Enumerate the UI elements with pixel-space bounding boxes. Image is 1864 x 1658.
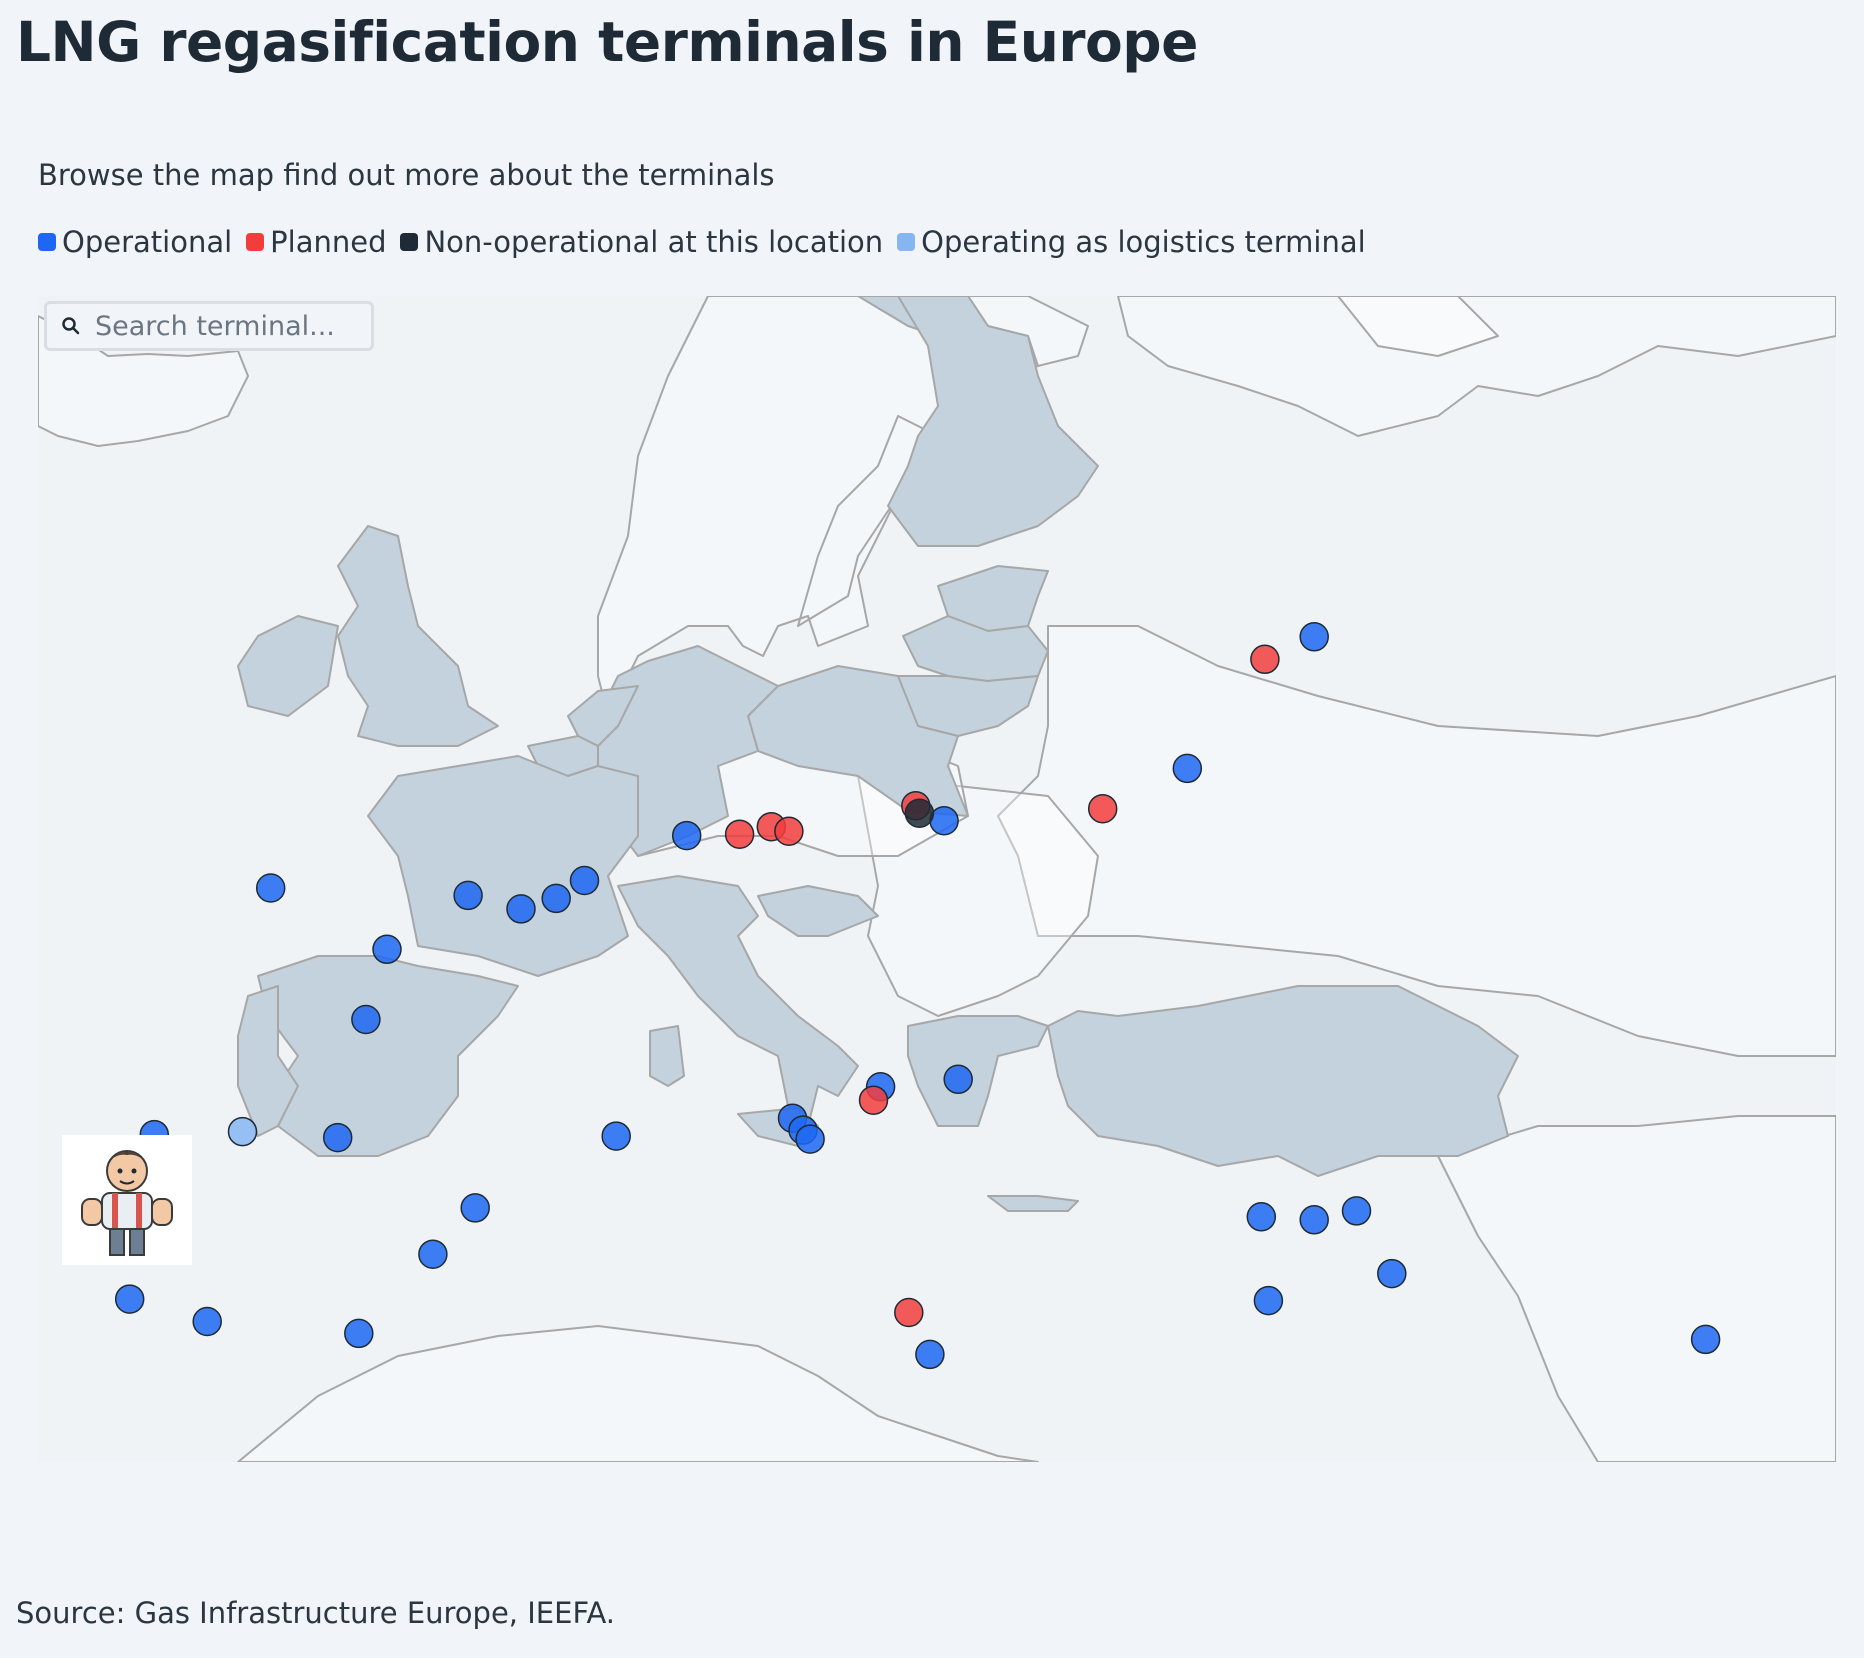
terminal-marker[interactable] <box>418 1239 448 1269</box>
europe-map[interactable] <box>38 296 1836 1462</box>
terminal-marker[interactable] <box>460 1193 490 1223</box>
terminal-marker[interactable] <box>227 1116 258 1147</box>
terminal-marker[interactable] <box>795 1124 825 1154</box>
country-italy-sardinia[interactable] <box>649 1025 685 1087</box>
terminal-marker[interactable] <box>858 1085 889 1115</box>
legend-label: Planned <box>270 225 387 259</box>
search-input[interactable] <box>93 309 347 343</box>
non-operational-swatch-icon <box>400 233 419 251</box>
terminal-marker[interactable] <box>943 1064 973 1095</box>
terminal-marker[interactable] <box>569 865 600 896</box>
north-africa <box>237 1325 1039 1462</box>
mascot-icon <box>62 1135 192 1265</box>
terminal-marker[interactable] <box>344 1318 374 1349</box>
country-greece[interactable] <box>907 1015 1049 1127</box>
terminal-marker[interactable] <box>1253 1285 1284 1316</box>
terminal-marker[interactable] <box>1299 622 1329 652</box>
legend-label: Non-operational at this location <box>424 225 884 259</box>
terminal-marker[interactable] <box>1250 644 1280 675</box>
legend-item-logistics[interactable]: Operating as logistics terminal <box>897 225 1366 259</box>
terminal-marker[interactable] <box>724 819 755 849</box>
country-turkiye[interactable] <box>1047 985 1519 1177</box>
terminal-marker[interactable] <box>1341 1196 1372 1226</box>
search-box[interactable] <box>44 301 374 351</box>
planned-swatch-icon <box>246 233 265 251</box>
country-greece-crete[interactable] <box>987 1195 1079 1212</box>
country-spain[interactable] <box>257 955 519 1157</box>
terminal-marker[interactable] <box>904 798 935 828</box>
arctic-coast <box>1117 296 1836 437</box>
source-note: Source: Gas Infrastructure Europe, IEEFA… <box>16 1596 616 1630</box>
terminal-marker[interactable] <box>541 883 571 914</box>
terminal-marker[interactable] <box>1377 1258 1407 1289</box>
country-portugal[interactable] <box>237 985 299 1137</box>
highlighted-countries <box>237 296 1519 1212</box>
terminal-marker[interactable] <box>671 820 702 851</box>
country-croatia[interactable] <box>757 885 879 937</box>
terminal-marker[interactable] <box>1087 793 1118 824</box>
country-latvia[interactable] <box>902 615 1049 682</box>
country-italy[interactable] <box>617 875 859 1127</box>
page-title: LNG regasification terminals in Europe <box>16 10 1198 74</box>
terminal-marker[interactable] <box>255 873 286 903</box>
terminal-marker[interactable] <box>774 816 804 846</box>
country-france[interactable] <box>367 755 639 977</box>
terminal-marker[interactable] <box>506 894 536 924</box>
terminal-marker[interactable] <box>1172 753 1203 784</box>
legend-item-planned[interactable]: Planned <box>246 225 386 259</box>
terminal-marker[interactable] <box>894 1297 924 1328</box>
terminal-marker[interactable] <box>351 1004 381 1035</box>
legend: Operational Planned Non-operational at t… <box>38 225 1366 259</box>
terminal-marker[interactable] <box>453 880 483 911</box>
logistics-swatch-icon <box>897 233 916 251</box>
terminal-marker[interactable] <box>601 1121 631 1151</box>
legend-item-operational[interactable]: Operational <box>38 225 232 259</box>
terminal-marker[interactable] <box>1690 1324 1721 1355</box>
operational-swatch-icon <box>38 233 56 251</box>
terminal-marker[interactable] <box>322 1122 353 1153</box>
balkans <box>857 775 1099 1017</box>
terminal-marker[interactable] <box>1299 1205 1329 1235</box>
country-uk[interactable] <box>337 525 499 747</box>
northern-islands <box>1337 296 1499 357</box>
country-ireland[interactable] <box>237 615 339 717</box>
legend-label: Operational <box>62 225 233 259</box>
search-icon <box>62 317 80 335</box>
terminal-marker[interactable] <box>1246 1202 1277 1232</box>
eastern-europe <box>997 625 1836 1057</box>
terminal-marker[interactable] <box>192 1306 222 1337</box>
middle-east <box>1437 1115 1836 1462</box>
page-subtitle: Browse the map find out more about the t… <box>38 158 775 192</box>
terminal-marker[interactable] <box>114 1284 145 1314</box>
terminal-marker[interactable] <box>372 934 402 965</box>
terminal-markers[interactable] <box>114 622 1721 1370</box>
legend-label: Operating as logistics terminal <box>921 225 1366 259</box>
terminal-marker[interactable] <box>915 1339 945 1370</box>
terminal-marker[interactable] <box>929 805 959 836</box>
map-canvas[interactable] <box>38 296 1836 1462</box>
legend-item-non-operational[interactable]: Non-operational at this location <box>400 225 883 259</box>
country-finland[interactable] <box>887 296 1099 547</box>
